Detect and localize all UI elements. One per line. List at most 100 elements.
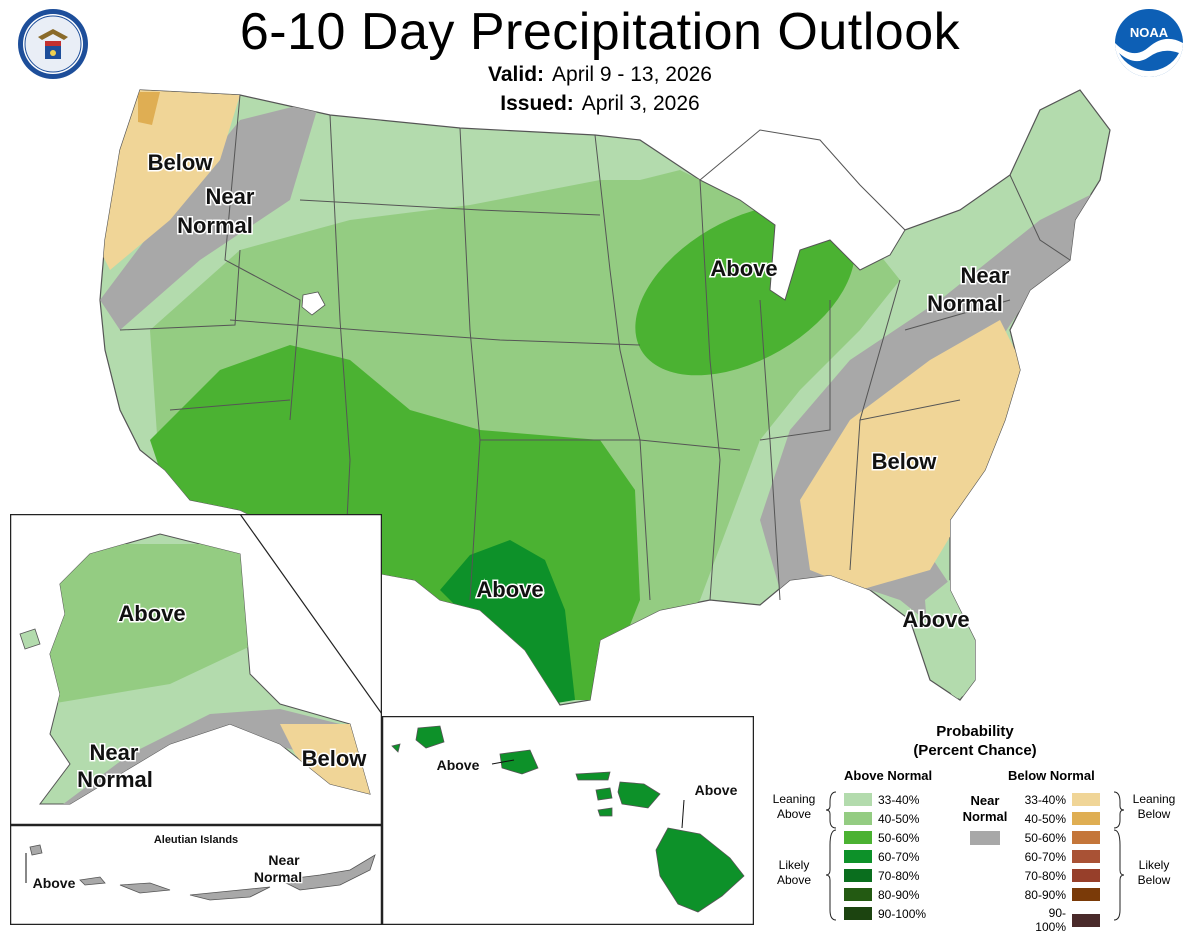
label-alaska-near-2: Normal xyxy=(77,767,153,792)
legend-below-range-label: 50-60% xyxy=(1024,830,1066,845)
alaska-above-40-50-region xyxy=(40,544,260,704)
legend-leaning-below-2: Below xyxy=(1137,807,1171,821)
legend-below-row: 33-40% xyxy=(1020,792,1100,808)
legend-above-range-label: 70-80% xyxy=(878,868,920,883)
legend-below-swatch xyxy=(1072,831,1100,845)
hawaii-above-pointer-1 xyxy=(491,759,515,765)
legend-below-row: 60-70% xyxy=(1020,849,1100,865)
legend-below-swatch xyxy=(1072,793,1100,807)
legend-below-row: 40-50% xyxy=(1020,811,1100,827)
alaska-inset: Above Near Normal Below xyxy=(10,514,382,825)
aleutian-islands xyxy=(29,844,376,901)
legend-above-range-label: 50-60% xyxy=(878,830,920,845)
alaska-below-region xyxy=(280,724,370,804)
pacific-nw-below-40-50-region xyxy=(138,92,160,125)
issued-line: Issued: April 3, 2026 xyxy=(0,91,1200,117)
label-aleutian-title: Aleutian Islands xyxy=(154,834,238,846)
legend-below-row: 70-80% xyxy=(1020,868,1100,884)
legend-above-swatch xyxy=(844,907,872,921)
leaning-above-bracket xyxy=(825,791,837,829)
hawaii-above-pointer-2 xyxy=(681,799,685,829)
legend-above-range-label: 60-70% xyxy=(878,849,920,864)
label-pacific-nw-below: Below xyxy=(148,150,214,175)
hawaii-inset: Above Above xyxy=(382,716,754,925)
label-northeast-near-1: Near xyxy=(961,263,1010,288)
legend-above-row: 60-70% xyxy=(844,849,919,865)
kahoolawe-island xyxy=(597,807,613,817)
legend-likely-above-1: Likely xyxy=(778,858,810,872)
legend-above-swatch xyxy=(844,793,872,807)
legend-title-line2: (Percent Chance) xyxy=(913,742,1037,759)
label-texas-above: Above xyxy=(476,577,543,602)
aleutian-inset: Aleutian Islands Above Near Normal xyxy=(10,825,382,925)
big-island xyxy=(655,827,745,913)
legend-near-line2: Normal xyxy=(962,809,1008,824)
legend-title: Probability (Percent Chance) xyxy=(890,722,1060,760)
legend-below-range-label: 70-80% xyxy=(1024,868,1066,883)
legend-below-swatch xyxy=(1072,888,1100,902)
maui-island xyxy=(617,781,661,809)
label-alaska-above: Above xyxy=(118,601,185,626)
legend-below-swatch xyxy=(1072,850,1100,864)
legend-above-row: 40-50% xyxy=(844,811,919,827)
legend-leaning-above-1: Leaning xyxy=(772,792,816,806)
legend-above-row: 33-40% xyxy=(844,792,919,808)
label-florida-above: Above xyxy=(902,607,969,632)
legend-above-range-label: 33-40% xyxy=(878,792,920,807)
legend-near-line1: Near xyxy=(970,793,1000,808)
legend-above-header: Above Normal xyxy=(844,768,933,783)
state-boundaries xyxy=(119,94,1071,601)
texas-above-60-70-region xyxy=(440,540,575,705)
kauai-island xyxy=(415,725,445,749)
legend-above-range-label: 40-50% xyxy=(878,811,920,826)
legend-above-swatch xyxy=(844,869,872,883)
legend-likely-below-2: Below xyxy=(1137,873,1171,887)
legend-leaning-above: Leaning Above xyxy=(764,792,824,822)
probability-legend: Probability (Percent Chance) Above Norma… xyxy=(760,720,1190,934)
legend-above-row: 80-90% xyxy=(844,887,919,903)
legend-near-normal-swatch xyxy=(970,831,1000,845)
legend-below-range-label: 80-90% xyxy=(1024,887,1066,902)
niihau-island xyxy=(391,743,401,753)
legend-above-row: 90-100% xyxy=(844,906,926,922)
legend-below-header: Below Normal xyxy=(1008,768,1095,783)
map-title: 6-10 Day Precipitation Outlook xyxy=(239,3,961,61)
lanai-island xyxy=(595,787,613,801)
label-hawaii-above-1: Above xyxy=(437,757,480,773)
label-northeast-near-2: Normal xyxy=(927,291,1003,316)
legend-below-range-label: 33-40% xyxy=(1024,792,1066,807)
valid-dates: April 9 - 13, 2026 xyxy=(552,63,712,86)
legend-above-row: 70-80% xyxy=(844,868,919,884)
pacific-nw-below-region xyxy=(100,90,240,270)
valid-line: Valid: April 9 - 13, 2026 xyxy=(0,62,1200,88)
noaa-logo-text: NOAA xyxy=(1130,25,1169,40)
legend-near-normal: Near Normal xyxy=(960,793,1010,845)
label-aleutian-near-1: Near xyxy=(268,852,300,868)
leaning-below-bracket xyxy=(1113,791,1125,829)
label-southeast-below: Below xyxy=(872,449,938,474)
legend-leaning-above-2: Above xyxy=(776,807,812,821)
legend-below-row: 50-60% xyxy=(1020,830,1100,846)
legend-likely-above: Likely Above xyxy=(764,858,824,888)
pacific-nw-near-normal-region xyxy=(100,100,320,330)
label-pacific-nw-near-2: Normal xyxy=(177,213,253,238)
molokai-island xyxy=(575,771,611,781)
label-alaska-near-1: Near xyxy=(90,740,139,765)
legend-below-swatch xyxy=(1072,913,1100,927)
label-hawaii-above-2: Above xyxy=(695,782,738,798)
legend-above-range-label: 90-100% xyxy=(878,906,927,921)
legend-above-swatch xyxy=(844,831,872,845)
legend-brackets xyxy=(825,791,1125,921)
likely-below-bracket xyxy=(1113,829,1125,921)
label-pacific-nw-near-1: Near xyxy=(206,184,255,209)
legend-title-line1: Probability xyxy=(936,723,1014,740)
legend-leaning-below-1: Leaning xyxy=(1132,792,1176,806)
legend-likely-below: Likely Below xyxy=(1124,858,1184,888)
valid-label: Valid: xyxy=(488,63,545,86)
label-aleutian-above: Above xyxy=(33,875,76,891)
inset-divider-line xyxy=(239,514,382,715)
label-aleutian-near-2: Normal xyxy=(254,869,302,885)
legend-below-range-label: 60-70% xyxy=(1024,849,1066,864)
legend-below-swatch xyxy=(1072,869,1100,883)
